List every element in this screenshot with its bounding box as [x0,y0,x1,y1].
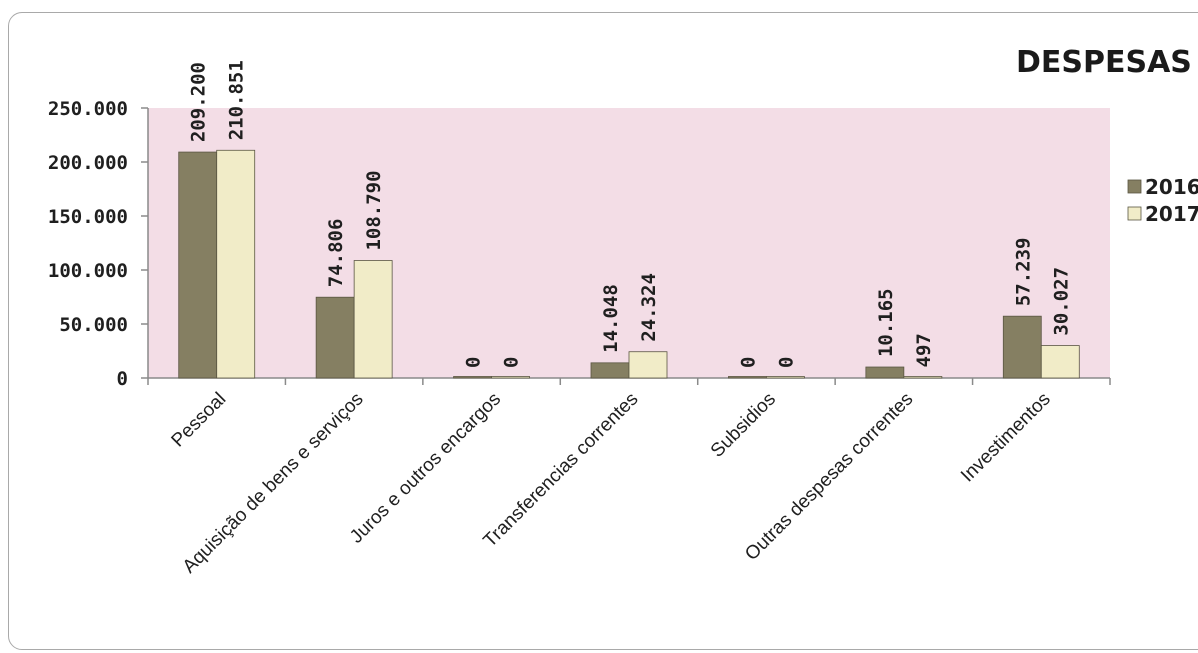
bar-2017-4 [766,376,805,379]
data-label-2017-5: 497 [913,333,935,367]
bar-2016-0 [178,151,218,379]
data-label-2017-3: 24.324 [638,273,660,342]
data-label-2017-2: 0 [501,357,523,368]
category-label: Subsidios [707,389,780,462]
y-tick-label: 250.000 [48,98,128,120]
data-label-2017-1: 108.790 [363,170,385,250]
y-tick-label: 0 [117,368,128,390]
chart-title: DESPESAS [1016,45,1192,80]
data-label-2017-6: 30.027 [1050,267,1072,336]
data-label-2017-4: 0 [775,357,797,368]
data-label-2017-0: 210.851 [226,60,248,140]
bar-2016-5 [865,366,905,379]
legend-swatch-2016 [1127,179,1142,194]
bar-2017-6 [1040,345,1080,379]
bar-2017-1 [353,260,393,379]
legend-label-2016: 2016 [1145,175,1198,199]
bar-2016-6 [1002,315,1042,379]
bar-2016-1 [315,296,355,379]
category-label: Juros e outros encargos [346,389,505,548]
bar-2017-5 [903,376,943,379]
y-tick-label: 50.000 [59,314,128,336]
category-label: Transferencias correntes [480,389,643,552]
category-label: Pessoal [168,389,231,452]
bar-2016-3 [590,362,630,379]
bar-2017-3 [628,351,668,379]
data-label-2016-1: 74.806 [325,219,347,288]
y-tick-label: 100.000 [48,260,128,282]
category-label: Investimentos [957,389,1055,487]
data-label-2016-4: 0 [737,357,759,368]
legend-swatch-2017 [1127,206,1142,221]
bar-2017-2 [491,376,530,379]
y-tick-label: 150.000 [48,206,128,228]
bar-2016-4 [728,376,767,379]
data-label-2016-2: 0 [463,357,485,368]
bar-2017-0 [216,149,256,379]
bar-2016-2 [453,376,492,379]
plot-area [148,108,1110,378]
data-label-2016-6: 57.239 [1012,238,1034,307]
data-label-2016-5: 10.165 [875,288,897,357]
y-tick-label: 200.000 [48,152,128,174]
data-label-2016-3: 14.048 [600,284,622,353]
legend-label-2017: 2017 [1145,202,1198,226]
data-label-2016-0: 209.200 [188,62,210,142]
